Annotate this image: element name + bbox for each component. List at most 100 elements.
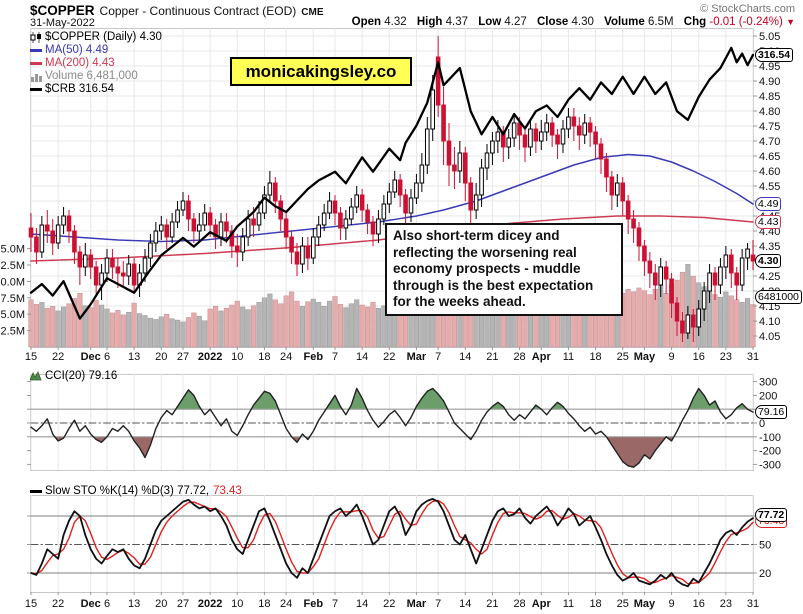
svg-text:15: 15 [25,598,37,610]
svg-text:14: 14 [459,351,471,363]
svg-text:22: 22 [383,351,395,363]
svg-text:11: 11 [563,598,574,610]
svg-text:Feb: Feb [304,598,324,610]
svg-text:22: 22 [383,598,395,610]
chg-value: -0.01 (-0.24%) [709,16,783,28]
sto-line-swatch-icon [30,489,42,493]
low-value: 4.27 [504,16,527,28]
svg-text:-200: -200 [759,446,781,458]
open-value: 4.32 [384,16,407,28]
svg-text:7: 7 [332,598,338,610]
svg-text:28: 28 [513,598,525,610]
svg-text:Dec: Dec [81,351,101,363]
svg-text:2022: 2022 [198,598,222,610]
svg-text:Mar: Mar [407,351,427,363]
high-value: 4.37 [445,16,468,28]
svg-text:21: 21 [486,598,498,610]
svg-text:16: 16 [693,598,705,610]
sto-legend: Slow STO %K(14) %D(3) 77.72, 73.43 [30,485,242,497]
svg-text:2022: 2022 [198,351,222,363]
svg-text:22: 22 [52,598,64,610]
svg-text:May: May [634,351,656,363]
svg-text:7: 7 [332,351,338,363]
svg-text:5.0M: 5.0M [1,309,25,321]
svg-text:2.5M: 2.5M [1,326,25,338]
stochastic-panel: 805020 [27,497,771,588]
svg-text:4.65: 4.65 [759,151,780,163]
svg-text:20: 20 [155,351,167,363]
svg-text:25: 25 [617,351,629,363]
cci-last-value-label: 79.16 [755,405,788,419]
svg-text:4.60: 4.60 [759,166,780,178]
annotation-line: through is the best expectation [393,277,594,293]
svg-text:7: 7 [435,351,441,363]
svg-text:31: 31 [747,351,759,363]
svg-text:May: May [634,598,656,610]
svg-text:Feb: Feb [304,351,324,363]
svg-text:Mar: Mar [407,598,427,610]
cci-legend: CCI(20) 79.16 [30,370,117,382]
svg-text:18: 18 [258,351,270,363]
close-label: Close [537,16,569,28]
close-last-value-label: 4.30 [755,254,782,268]
svg-text:300: 300 [759,377,777,389]
svg-text:Apr: Apr [532,598,552,610]
annotation-line: reflecting the worsening real [393,244,577,260]
svg-text:12.5M: 12.5M [0,260,25,272]
svg-text:24: 24 [280,598,292,610]
volume-value: 6.5M [648,16,674,28]
svg-text:0: 0 [759,418,765,430]
svg-text:4.70: 4.70 [759,136,780,148]
svg-text:31: 31 [747,598,759,610]
svg-text:18: 18 [589,598,601,610]
legend-volume: Volume 6,481,000 [45,70,138,82]
ma200-line-swatch-icon [30,62,42,65]
svg-text:Dec: Dec [81,598,101,610]
svg-text:4.40: 4.40 [759,226,780,238]
svg-text:4.35: 4.35 [759,241,780,253]
chart-header: $COPPER Copper - Continuous Contract (EOD… [30,2,324,20]
legend-ma50: MA(50) 4.49 [45,44,109,56]
svg-text:21: 21 [486,351,498,363]
svg-text:24: 24 [280,351,292,363]
svg-text:6: 6 [104,351,110,363]
sto-legend-d-value: 73.43 [213,485,242,497]
candlestick-icon [30,32,41,43]
svg-text:50: 50 [759,540,771,552]
svg-text:5.05: 5.05 [759,31,780,43]
svg-text:20: 20 [759,568,771,580]
cci-legend-text: CCI(20) 79.16 [45,370,118,382]
svg-text:14: 14 [356,351,368,363]
svg-text:4.05: 4.05 [759,331,780,343]
exchange-label: CME [301,7,324,18]
legend-ma200: MA(200) 4.43 [45,57,115,69]
svg-text:25: 25 [617,598,629,610]
annotation-line: Also short-term dicey and [393,228,560,243]
cci-panel: 3002001000-100-200-300 [27,377,781,471]
svg-text:-300: -300 [759,459,781,471]
svg-text:15.0M: 15.0M [0,244,25,256]
svg-text:6: 6 [104,598,110,610]
svg-text:4.15: 4.15 [759,301,780,313]
svg-text:13: 13 [128,351,140,363]
crb-last-value-label: 316.54 [755,48,794,62]
svg-text:16: 16 [693,351,705,363]
high-label: High [416,16,443,28]
svg-text:Apr: Apr [532,351,552,363]
legend-crb: $CRB 316.54 [45,83,115,95]
ma50-last-value-label: 4.49 [755,197,782,211]
main-chart-legend: $COPPER (Daily) 4.30 MA(50) 4.49 MA(200)… [30,31,162,96]
chart-date: 31-May-2022 [30,17,95,29]
svg-text:27: 27 [177,598,189,610]
symbol-description: Copper - Continuous Contract (EOD) [99,4,297,18]
watermark-banner: monicakingsley.co [230,57,412,86]
svg-text:4.80: 4.80 [759,106,780,118]
svg-text:4.90: 4.90 [759,76,780,88]
low-label: Low [478,16,502,28]
svg-text:13: 13 [128,598,140,610]
svg-text:28: 28 [513,351,525,363]
quote-summary-bar: Open 4.32 High 4.37 Low 4.27 Close 4.30 … [345,16,795,28]
svg-text:4.95: 4.95 [759,61,780,73]
svg-text:11: 11 [563,351,574,363]
